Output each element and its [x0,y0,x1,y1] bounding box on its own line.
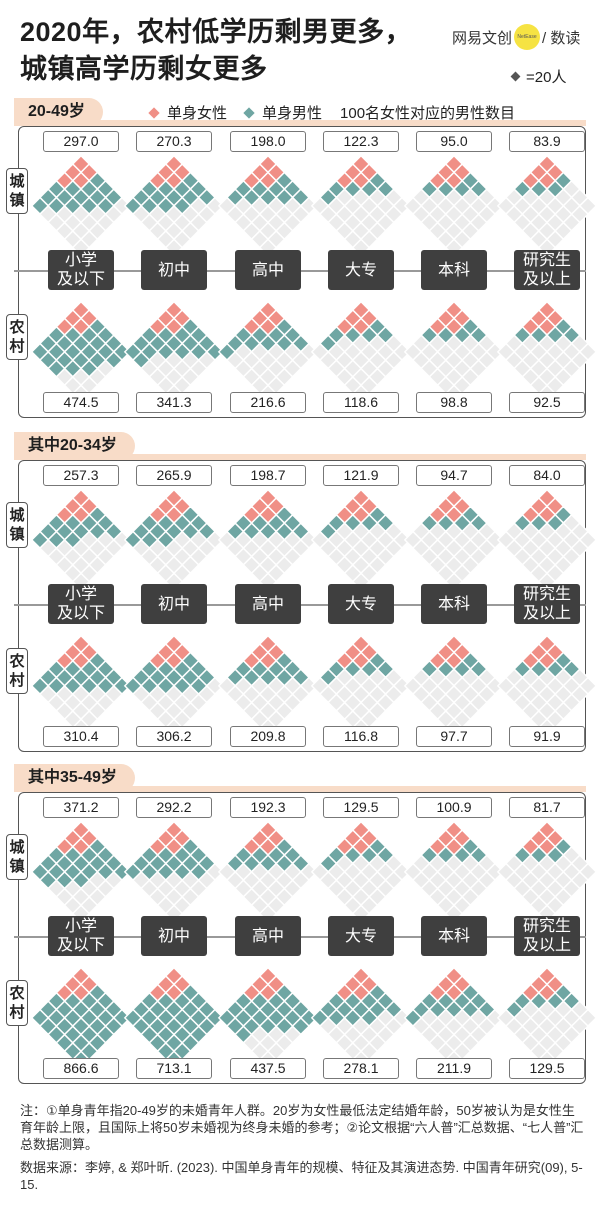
rural-ratio-label: 216.6 [230,392,306,413]
logo-text-left: 网易文创 [452,29,513,47]
urban-ratio-label: 371.2 [43,797,119,818]
side-label-rural: 农村 [6,980,28,1026]
logo-sun-icon: NetEase [514,24,541,50]
side-label-rural: 农村 [6,314,28,360]
unit-legend: =20人 [510,66,567,87]
side-label-urban: 城镇 [6,502,28,548]
urban-ratio-label: 121.9 [323,465,399,486]
urban-ratio-label: 198.7 [230,465,306,486]
rural-ratio-label: 474.5 [43,392,119,413]
urban-ratio-label: 81.7 [509,797,585,818]
category-label: 初中 [141,584,207,624]
rural-ratio-label: 209.8 [230,726,306,747]
urban-ratio-label: 192.3 [230,797,306,818]
category-label: 高中 [235,250,301,290]
urban-ratio-label: 265.9 [136,465,212,486]
notes: 注：①单身青年指20-49岁的未婚青年人群。20岁为女性最低法定结婚年龄，50岁… [20,1102,586,1199]
category-label: 小学 及以下 [48,584,114,624]
panel-title: 其中35-49岁 [14,764,135,792]
urban-ratio-label: 94.7 [416,465,492,486]
rural-ratio-label: 341.3 [136,392,212,413]
urban-ratio-label: 257.3 [43,465,119,486]
rural-ratio-label: 713.1 [136,1058,212,1079]
panel-tab-line [14,120,586,126]
brand-logo: 网易文创 NetEase / 数读 [452,22,580,52]
rural-ratio-label: 306.2 [136,726,212,747]
panel-tab-line [14,786,586,792]
category-label: 本科 [421,584,487,624]
category-label: 大专 [328,916,394,956]
urban-ratio-label: 122.3 [323,131,399,152]
urban-ratio-label: 270.3 [136,131,212,152]
category-label: 小学 及以下 [48,916,114,956]
rural-ratio-label: 437.5 [230,1058,306,1079]
category-label: 本科 [421,250,487,290]
pictogram-grid [30,154,598,403]
rural-ratio-label: 278.1 [323,1058,399,1079]
category-label: 研究生 及以上 [514,916,580,956]
rural-ratio-label: 129.5 [509,1058,585,1079]
logo-text-right: / 数读 [542,29,581,47]
category-label: 研究生 及以上 [514,584,580,624]
urban-ratio-label: 297.0 [43,131,119,152]
urban-ratio-label: 84.0 [509,465,585,486]
legend-female-label: 单身女性 [167,105,228,122]
rural-ratio-label: 97.7 [416,726,492,747]
urban-ratio-label: 83.9 [509,131,585,152]
title-line-2: 城镇高学历剩女更多 [20,54,268,84]
legend-female: 单身女性 [148,102,228,123]
urban-ratio-label: 292.2 [136,797,212,818]
urban-ratio-label: 95.0 [416,131,492,152]
rural-ratio-label: 116.8 [323,726,399,747]
side-label-urban: 城镇 [6,834,28,880]
footnote: 注：①单身青年指20-49岁的未婚青年人群。20岁为女性最低法定结婚年龄，50岁… [20,1103,584,1152]
panel-title: 其中20-34岁 [14,432,135,460]
legend-male: 单身男性 [243,102,323,123]
category-label: 高中 [235,584,301,624]
rural-ratio-label: 211.9 [416,1058,492,1079]
rural-ratio-label: 98.8 [416,392,492,413]
urban-ratio-label: 198.0 [230,131,306,152]
rural-ratio-label: 92.5 [509,392,585,413]
category-label: 大专 [328,584,394,624]
panel-tab-line [14,454,586,460]
unit-legend-label: =20人 [526,69,567,86]
panel-title: 20-49岁 [14,98,103,126]
rural-ratio-label: 866.6 [43,1058,119,1079]
category-label: 初中 [141,916,207,956]
rural-ratio-label: 310.4 [43,726,119,747]
data-source: 数据来源：李婷, & 郑叶昕. (2023). 中国单身青年的规模、特征及其演进… [20,1160,583,1192]
title-line-1: 2020年，农村低学历剩男更多， [20,17,413,47]
urban-ratio-label: 100.9 [416,797,492,818]
urban-ratio-label: 129.5 [323,797,399,818]
category-label: 本科 [421,916,487,956]
category-label: 高中 [235,916,301,956]
rural-ratio-label: 118.6 [323,392,399,413]
side-label-rural: 农村 [6,648,28,694]
category-label: 研究生 及以上 [514,250,580,290]
legend: 单身女性 单身男性 100名女性对应的男性数目 [148,102,516,123]
legend-ratio-label: 100名女性对应的男性数目 [340,105,516,122]
legend-male-label: 单身男性 [262,105,323,122]
side-label-urban: 城镇 [6,168,28,214]
pictogram-grid [30,488,598,737]
panel-1: 其中20-34岁城镇农村 257.3 310.4 小学 及以下 265.9 306.2 初中 1… [6,432,598,754]
page-title: 2020年，农村低学历剩男更多， 城镇高学历剩女更多 [20,14,460,88]
panel-2: 其中35-49岁城镇农村 371.2 866.6 小学 及以下 292.2 713.1 初中 1… [6,764,598,1086]
category-label: 大专 [328,250,394,290]
category-label: 小学 及以下 [48,250,114,290]
panel-0: 20-49岁 单身女性 单身男性 100名女性对应的男性数目城镇农村 297.0 474.… [6,98,598,420]
category-label: 初中 [141,250,207,290]
rural-ratio-label: 91.9 [509,726,585,747]
diamond-unit-icon [510,71,521,82]
pictogram-grid [30,820,598,1069]
